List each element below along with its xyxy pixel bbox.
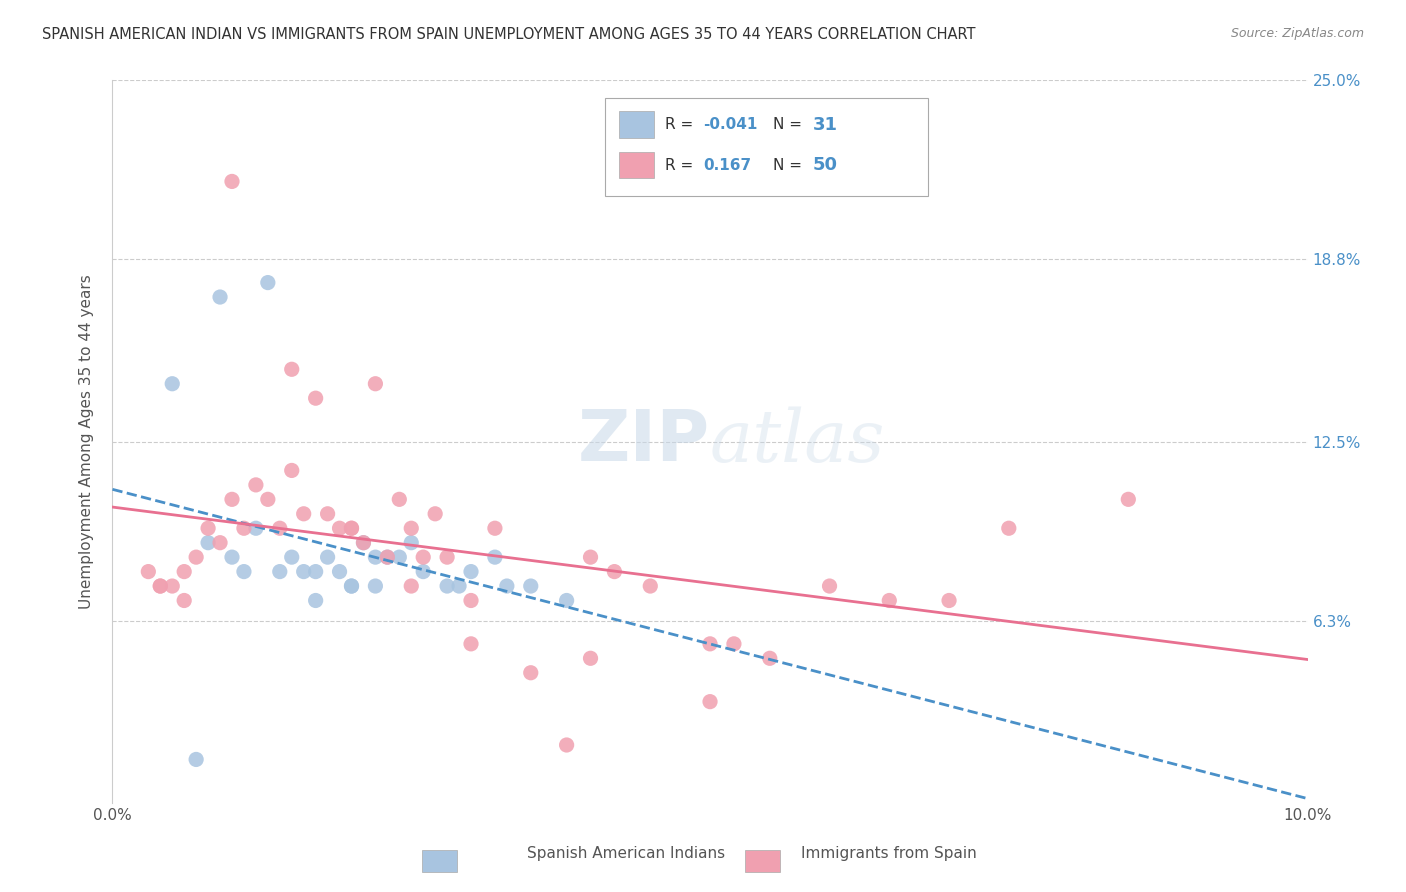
Point: [269, 521, 291, 535]
Point: [364, 550, 387, 565]
Point: [449, 579, 471, 593]
Point: [186, 752, 208, 766]
Text: -0.041: -0.041: [703, 118, 758, 132]
Point: [162, 579, 183, 593]
Point: [496, 579, 519, 593]
Text: R =: R =: [665, 118, 699, 132]
Point: [281, 550, 304, 565]
Point: [233, 521, 256, 535]
Point: [221, 550, 243, 565]
Text: ZIP: ZIP: [578, 407, 710, 476]
Point: [281, 362, 304, 376]
Point: [377, 550, 399, 565]
Point: [305, 593, 328, 607]
Y-axis label: Unemployment Among Ages 35 to 44 years: Unemployment Among Ages 35 to 44 years: [79, 274, 94, 609]
Point: [759, 651, 782, 665]
Point: [998, 521, 1021, 535]
Point: [173, 565, 195, 579]
Point: [162, 376, 183, 391]
Point: [555, 593, 578, 607]
Point: [173, 593, 195, 607]
Point: [460, 593, 482, 607]
Point: [233, 565, 256, 579]
Point: [425, 507, 447, 521]
Point: [186, 550, 208, 565]
Point: [520, 665, 543, 680]
Point: [484, 521, 506, 535]
Point: [555, 738, 578, 752]
Point: [723, 637, 745, 651]
Point: [340, 521, 363, 535]
Point: [364, 579, 387, 593]
Point: [292, 565, 315, 579]
Text: SPANISH AMERICAN INDIAN VS IMMIGRANTS FROM SPAIN UNEMPLOYMENT AMONG AGES 35 TO 4: SPANISH AMERICAN INDIAN VS IMMIGRANTS FR…: [42, 27, 976, 42]
Point: [305, 391, 328, 405]
Point: [197, 521, 219, 535]
Point: [603, 565, 626, 579]
Point: [388, 492, 411, 507]
Point: [209, 535, 232, 549]
Point: [329, 521, 352, 535]
Text: 50: 50: [813, 156, 838, 174]
Point: [305, 565, 328, 579]
Point: [460, 565, 482, 579]
Point: [281, 463, 304, 477]
Point: [245, 521, 267, 535]
Point: [364, 376, 387, 391]
Text: 0.167: 0.167: [703, 158, 751, 172]
Text: Immigrants from Spain: Immigrants from Spain: [801, 846, 977, 861]
Point: [197, 535, 219, 549]
Point: [699, 637, 721, 651]
Text: 31: 31: [813, 116, 838, 134]
Point: [329, 565, 352, 579]
Point: [340, 579, 363, 593]
Point: [401, 579, 423, 593]
Text: R =: R =: [665, 158, 699, 172]
Point: [401, 535, 423, 549]
Point: [436, 579, 458, 593]
Point: [436, 550, 458, 565]
Point: [257, 276, 280, 290]
Point: [257, 492, 280, 507]
Point: [340, 521, 363, 535]
Point: [579, 550, 602, 565]
Point: [221, 492, 243, 507]
Point: [412, 565, 434, 579]
Point: [401, 521, 423, 535]
Point: [138, 565, 160, 579]
Text: N =: N =: [773, 158, 807, 172]
Point: [245, 478, 267, 492]
Point: [221, 174, 243, 188]
Point: [520, 579, 543, 593]
Point: [269, 565, 291, 579]
Point: [879, 593, 901, 607]
Text: N =: N =: [773, 118, 807, 132]
Point: [149, 579, 172, 593]
Point: [938, 593, 960, 607]
Point: [484, 550, 506, 565]
Point: [209, 290, 232, 304]
Point: [353, 535, 375, 549]
Text: atlas: atlas: [710, 406, 886, 477]
Point: [412, 550, 434, 565]
Point: [579, 651, 602, 665]
Point: [292, 507, 315, 521]
Point: [149, 579, 172, 593]
Point: [316, 550, 339, 565]
Point: [340, 579, 363, 593]
Text: Source: ZipAtlas.com: Source: ZipAtlas.com: [1230, 27, 1364, 40]
Point: [699, 695, 721, 709]
Point: [818, 579, 841, 593]
Point: [460, 637, 482, 651]
Point: [388, 550, 411, 565]
Point: [353, 535, 375, 549]
Text: Spanish American Indians: Spanish American Indians: [527, 846, 725, 861]
Point: [1118, 492, 1140, 507]
Point: [377, 550, 399, 565]
Point: [640, 579, 662, 593]
Point: [316, 507, 339, 521]
